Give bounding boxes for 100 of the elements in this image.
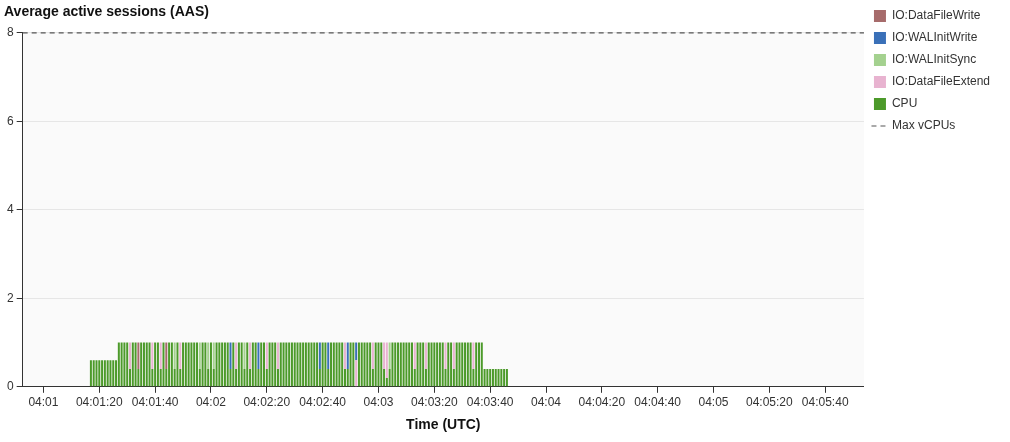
bar (257, 342, 260, 370)
y-tick-label: 0 (6, 379, 14, 394)
bar (204, 342, 207, 387)
bar (226, 342, 229, 387)
bar (237, 342, 240, 387)
bar (282, 342, 285, 387)
x-tick-label: 04:05 (698, 395, 729, 410)
bar (212, 342, 215, 370)
bar (293, 342, 296, 387)
bar (318, 342, 321, 370)
bar (480, 342, 483, 387)
bar (251, 342, 254, 387)
y-tick-label: 2 (6, 290, 14, 305)
bar (360, 342, 363, 387)
bar (402, 342, 405, 387)
legend-label: IO:DataFileExtend (891, 74, 990, 89)
x-tick-label: 04:04 (530, 395, 562, 410)
bar (377, 342, 380, 387)
bar (486, 369, 489, 387)
x-tick-label: 04:03 (363, 395, 394, 410)
bar (240, 342, 243, 387)
bar (433, 342, 436, 387)
bar (249, 342, 252, 370)
bar (198, 342, 201, 370)
bar (117, 342, 120, 387)
bar (299, 342, 302, 387)
bar (307, 342, 310, 387)
x-tick-label: 04:01:40 (131, 395, 179, 410)
bar (268, 342, 271, 387)
bar (165, 342, 168, 370)
bar (235, 342, 238, 370)
bar (95, 360, 98, 387)
bar (472, 342, 475, 370)
bar (450, 342, 453, 387)
x-tick-label: 04:03:20 (410, 395, 459, 410)
bar (92, 360, 95, 387)
legend-label: IO:WALInitSync (891, 52, 977, 67)
bar (246, 342, 249, 387)
bar (123, 342, 126, 387)
bar (265, 342, 268, 370)
bar (405, 342, 408, 387)
x-tick-label: 04:02:20 (243, 395, 291, 410)
bar (112, 360, 115, 387)
bar (321, 342, 324, 387)
x-tick-label: 04:05:40 (801, 395, 849, 410)
bar (444, 342, 447, 370)
bar (461, 342, 464, 387)
bar (324, 342, 327, 387)
bar (357, 342, 360, 387)
bar (394, 342, 397, 387)
y-tick-label: 8 (6, 25, 14, 40)
x-tick-label: 04:01 (28, 395, 59, 410)
bar (106, 360, 109, 387)
bar (274, 342, 277, 387)
bar (427, 342, 430, 387)
legend-label: IO:WALInitWrite (891, 30, 978, 45)
bar (196, 342, 198, 387)
bar (388, 342, 391, 370)
bar (193, 342, 196, 387)
bar (254, 342, 257, 387)
bar (296, 342, 299, 387)
bar (458, 342, 461, 387)
bar (207, 342, 210, 370)
bar (243, 342, 246, 370)
bar (413, 342, 416, 370)
bar (229, 342, 232, 370)
bar (366, 342, 369, 387)
bar (335, 342, 338, 387)
bar (190, 342, 193, 387)
bar (131, 342, 134, 387)
x-tick-label: 04:02 (195, 395, 227, 410)
bar (363, 342, 366, 387)
legend-label: CPU (891, 96, 918, 111)
bar (145, 342, 148, 387)
bar (176, 342, 179, 387)
legend-label: IO:DataFileWrite (891, 8, 981, 23)
bar (391, 342, 394, 387)
bar (352, 342, 355, 387)
bar (137, 342, 140, 370)
bar (424, 342, 427, 370)
bar (327, 342, 330, 370)
bar (455, 342, 458, 387)
bar (148, 342, 151, 387)
bar (218, 342, 221, 387)
bar (469, 342, 472, 387)
bar (187, 342, 190, 387)
bar (209, 342, 212, 387)
bar (285, 342, 288, 387)
bar (422, 342, 425, 387)
bar (271, 342, 274, 387)
x-axis-title: Time (UTC) (406, 416, 481, 433)
bar (129, 342, 131, 370)
legend-label: Max vCPUs (891, 118, 956, 133)
bar (441, 342, 444, 387)
bar (447, 342, 450, 387)
y-tick-label: 4 (6, 202, 14, 217)
bar (419, 342, 422, 387)
bar (263, 342, 266, 387)
bar (494, 369, 497, 387)
bar (430, 342, 433, 387)
